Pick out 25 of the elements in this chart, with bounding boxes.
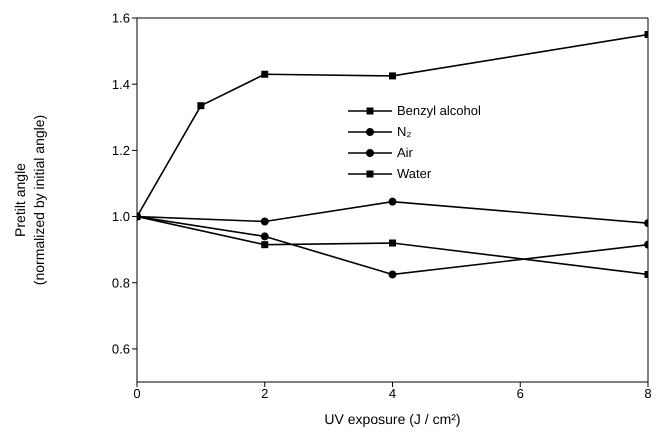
legend-label: N₂	[397, 124, 412, 139]
y-tick-label: 1.0	[112, 209, 130, 224]
point	[260, 218, 269, 226]
point	[389, 72, 396, 80]
x-tick-label: 0	[133, 386, 141, 402]
y-tick-label: 0.6	[112, 342, 130, 357]
point	[261, 70, 268, 78]
y-tick-label: 1.6	[112, 10, 130, 26]
point	[388, 198, 396, 206]
legend-label: Water	[397, 166, 432, 181]
point	[389, 240, 396, 247]
point	[197, 102, 204, 110]
y-tick-label: 1.2	[112, 142, 130, 158]
x-tick-label: 4	[388, 386, 396, 402]
legend-label: Benzyl alcohol	[397, 103, 481, 118]
x-tick-label: 8	[644, 386, 652, 402]
y-axis-title: Pretilt angle (normalized by initial angle)	[12, 114, 47, 286]
x-tick-label: 2	[261, 386, 268, 402]
point	[260, 232, 269, 240]
legend-label: Air	[397, 145, 413, 160]
y-tick-label: 1.4	[112, 76, 130, 92]
x-axis-title: UV exposure (J / cm²)	[324, 411, 461, 427]
point	[388, 270, 396, 278]
x-tick-label: 6	[516, 386, 524, 402]
y-tick-label: 0.8	[112, 275, 130, 290]
